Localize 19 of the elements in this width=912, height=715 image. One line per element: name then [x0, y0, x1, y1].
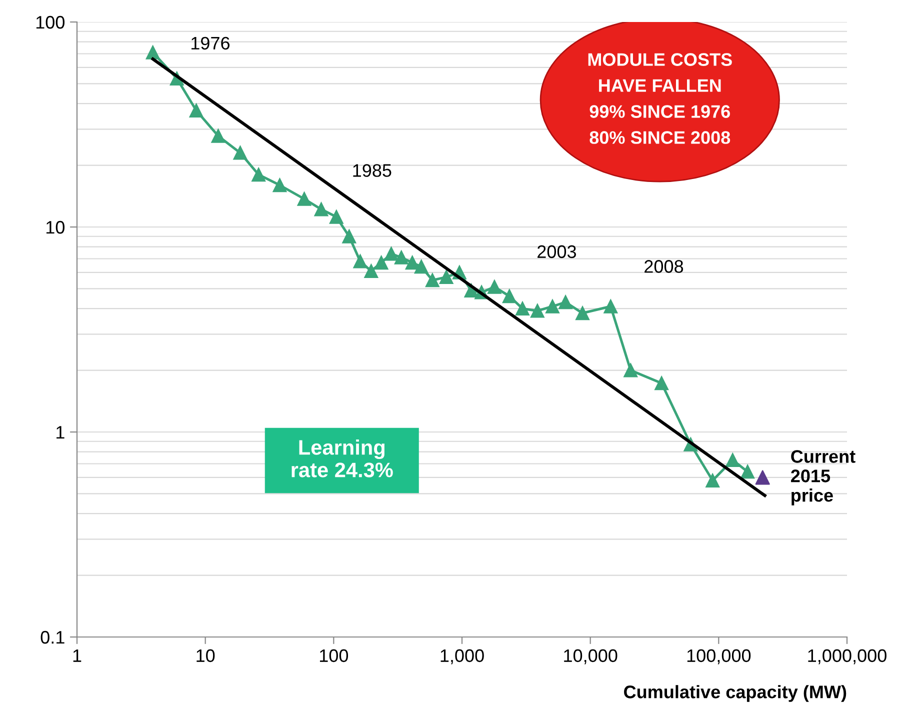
y-tick-label: 10 — [46, 220, 64, 234]
x-tick-label: 1,000,000 — [808, 649, 886, 664]
y-tick-label: 0.1 — [40, 630, 64, 644]
x-tick-label: 10,000 — [564, 649, 618, 664]
annotation: MODULE COSTS HAVE FALLEN 99% SINCE 1976 80% SINCE 2008 — [588, 53, 732, 144]
annotation: Learning rate 24.3% — [292, 440, 393, 478]
x-tick-label: 100,000 — [687, 649, 751, 664]
x-tick-label: 1,000 — [440, 649, 484, 664]
x-axis-title: Cumulative capacity (MW) — [624, 685, 846, 702]
y-tick-label: 1 — [56, 426, 64, 439]
x-tick-label: 100 — [320, 649, 348, 662]
annotation: 2003 — [538, 245, 576, 258]
annotation: Current 2015 price — [791, 450, 856, 506]
annotation: 1976 — [192, 36, 230, 50]
annotation: 2008 — [644, 260, 684, 273]
x-tick-label: 1 — [73, 649, 82, 662]
annotation: 1985 — [353, 164, 392, 177]
x-tick-label: 10 — [196, 649, 215, 662]
y-tick-label: 100 — [36, 16, 64, 29]
